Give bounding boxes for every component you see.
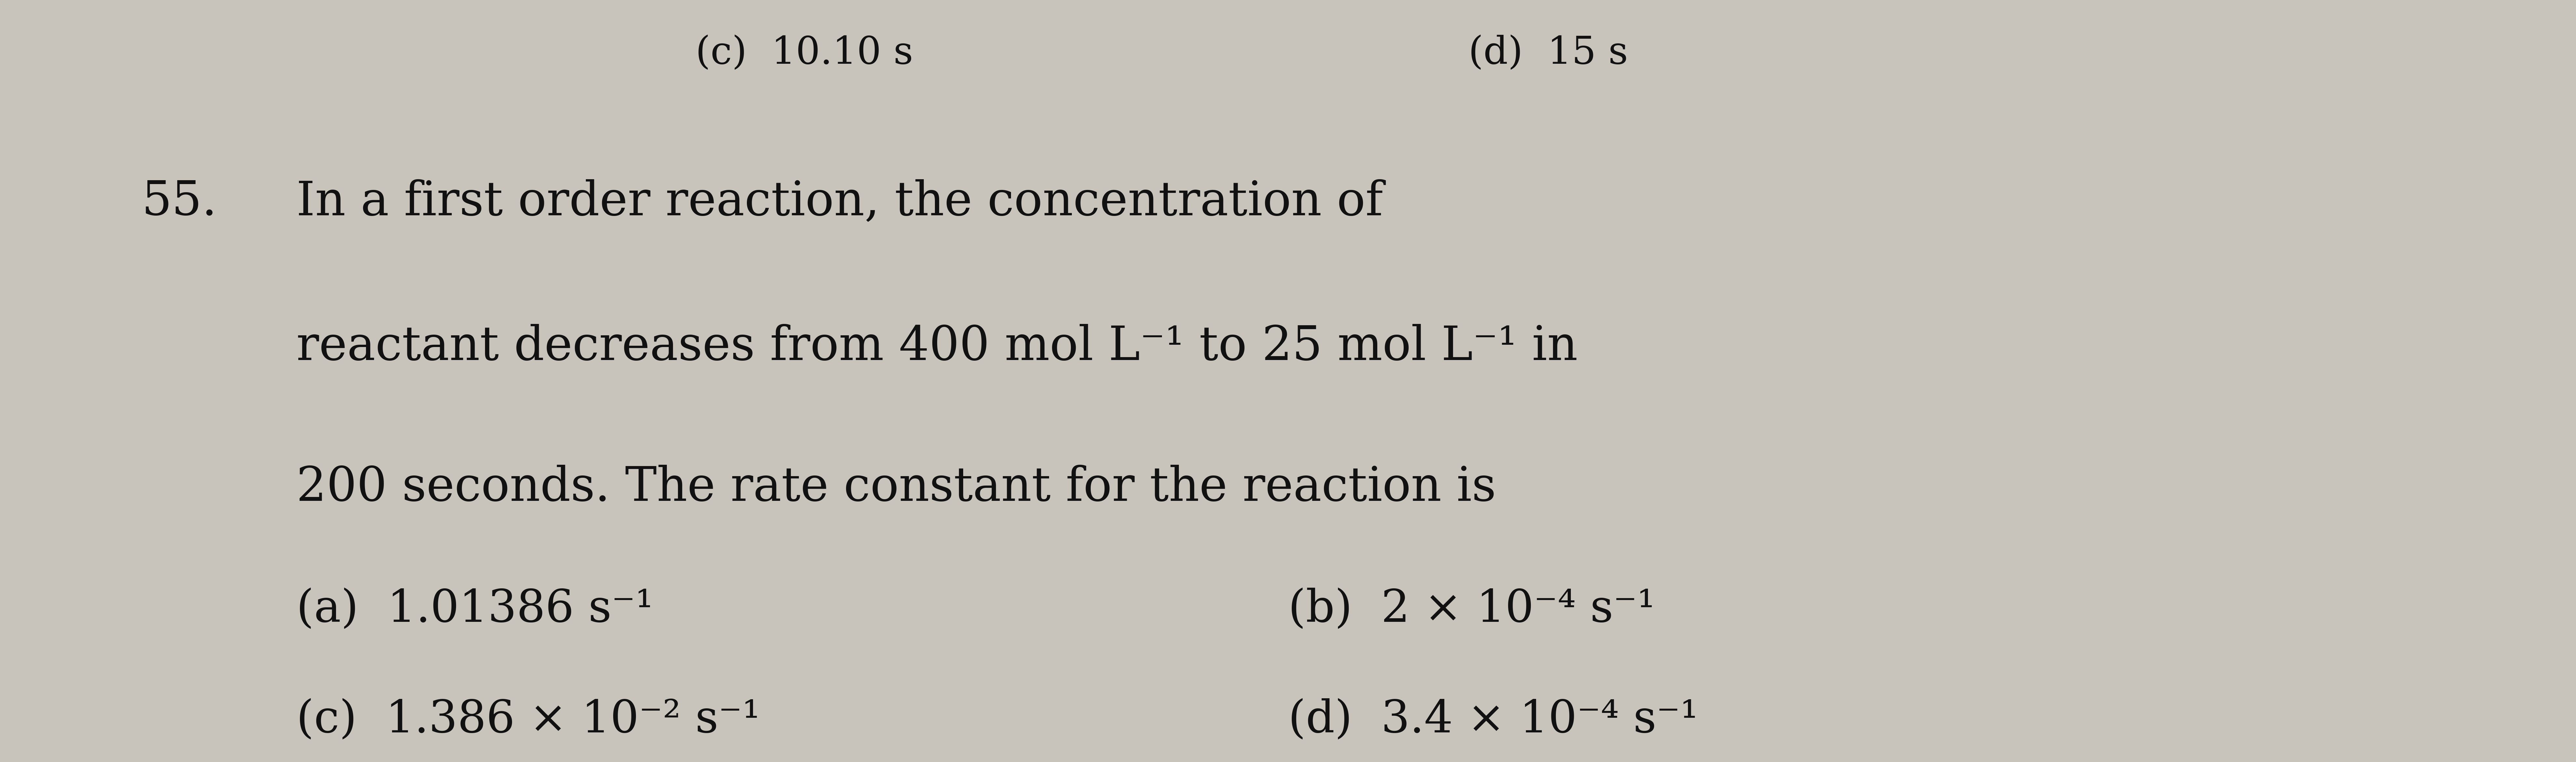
Text: In a first order reaction, the concentration of: In a first order reaction, the concentra… bbox=[296, 179, 1383, 225]
Text: (d)  3.4 × 10⁻⁴ s⁻¹: (d) 3.4 × 10⁻⁴ s⁻¹ bbox=[1288, 698, 1698, 742]
Text: 200 seconds. The rate constant for the reaction is: 200 seconds. The rate constant for the r… bbox=[296, 465, 1497, 511]
Text: reactant decreases from 400 mol L⁻¹ to 25 mol L⁻¹ in: reactant decreases from 400 mol L⁻¹ to 2… bbox=[296, 324, 1577, 370]
Text: (d)  15 s: (d) 15 s bbox=[1468, 35, 1628, 72]
Text: (c)  1.386 × 10⁻² s⁻¹: (c) 1.386 × 10⁻² s⁻¹ bbox=[296, 698, 760, 742]
Text: (b)  2 × 10⁻⁴ s⁻¹: (b) 2 × 10⁻⁴ s⁻¹ bbox=[1288, 588, 1656, 632]
Text: 55.: 55. bbox=[142, 179, 216, 225]
Text: (a)  1.01386 s⁻¹: (a) 1.01386 s⁻¹ bbox=[296, 588, 654, 632]
Text: (c)  10.10 s: (c) 10.10 s bbox=[696, 35, 912, 72]
